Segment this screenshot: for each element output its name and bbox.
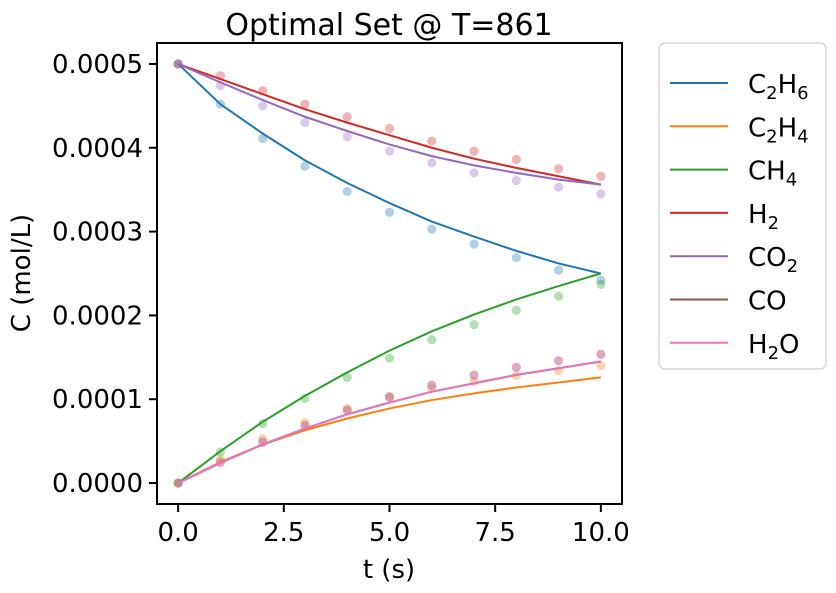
observed-point-ch4: [596, 279, 606, 289]
observed-markers: [173, 59, 606, 488]
observed-point-h2o: [427, 381, 437, 391]
fit-line-co2: [177, 63, 601, 186]
observed-point-c2h6: [427, 224, 437, 234]
legend-label-co2: CO2​: [748, 243, 798, 277]
observed-point-co2: [384, 146, 395, 156]
y-tick-label: 0.0000: [52, 469, 143, 499]
observed-point-c2h6: [342, 186, 352, 196]
fit-line-c2h6: [177, 63, 602, 275]
y-tick-label: 0.0005: [52, 50, 143, 80]
observed-point-h2: [342, 112, 352, 122]
observed-point-h2o: [469, 371, 479, 381]
observed-point-h2: [511, 154, 521, 165]
y-tick-label: 0.0003: [52, 218, 143, 248]
observed-point-c2h4: [342, 403, 352, 414]
observed-point-co2: [300, 118, 310, 128]
observed-point-ch4: [553, 291, 564, 301]
observed-point-c2h6: [469, 239, 479, 249]
observed-point-h2o: [384, 392, 395, 403]
observed-point-c2h6: [596, 275, 606, 285]
observed-point-c2h6: [511, 252, 521, 263]
y-axis-ticks: 0.0000 0.0001 0.0002 0.0003 0.0004 0.0005: [52, 50, 157, 499]
fit-line-h2: [177, 63, 602, 186]
y-tick-label: 0.0001: [52, 385, 143, 415]
legend-label-h2o: H2​O: [748, 330, 799, 364]
observed-point-h2: [469, 146, 479, 156]
fit-line-h2o: [177, 360, 602, 484]
x-tick-label: 2.5: [263, 518, 304, 548]
observed-point-co: [511, 362, 521, 372]
observed-point-ch4: [342, 372, 352, 383]
plot-frame: [156, 42, 623, 505]
fit-line-ch4: [177, 272, 602, 484]
observed-point-h2o: [596, 350, 606, 360]
observed-point-co: [553, 356, 564, 366]
legend-label-h2: H2​: [748, 200, 779, 234]
observed-point-c2h6: [553, 265, 564, 275]
x-tick-label: 10.0: [572, 518, 630, 548]
observed-point-h2: [596, 171, 606, 181]
fit-lines: [177, 63, 602, 484]
observed-point-co2: [342, 132, 352, 142]
plot-area: 0.0000 0.0001 0.0002 0.0003 0.0004 0.0005 0.0…: [52, 42, 630, 548]
observed-point-ch4: [511, 305, 521, 315]
observed-point-co2: [258, 101, 268, 111]
observed-point-co2: [511, 175, 521, 186]
x-axis-ticks: 0.0 2.5 5.0 7.5 10.0: [157, 504, 630, 548]
observed-point-c2h6: [384, 207, 395, 217]
observed-point-c2h6: [258, 133, 268, 144]
observed-point-co: [469, 370, 479, 380]
observed-point-ch4: [384, 353, 395, 363]
legend-label-c2h4: C2​H4​: [748, 113, 809, 147]
legend-label-ch4: CH4​: [748, 157, 797, 191]
observed-point-co: [596, 349, 606, 359]
observed-point-h2: [300, 99, 310, 109]
observed-point-c2h4: [258, 434, 268, 444]
legend-box: [658, 42, 827, 370]
y-axis-label: C (mol/L): [7, 214, 37, 332]
legend-label-co: CO: [748, 287, 787, 317]
observed-point-co: [342, 405, 352, 415]
observed-point-co2: [553, 182, 564, 192]
observed-point-h2o: [553, 356, 564, 366]
observed-point-co2: [469, 168, 479, 178]
observed-point-co: [427, 380, 437, 390]
observed-point-ch4: [300, 393, 310, 403]
observed-point-ch4: [469, 320, 479, 330]
x-tick-label: 5.0: [369, 518, 410, 548]
legend-label-c2h6: C2​H6​: [748, 70, 809, 104]
observed-point-h2: [427, 136, 437, 146]
observed-point-co2: [427, 158, 437, 168]
observed-point-h2o: [511, 362, 521, 372]
x-axis-label: t (s): [363, 555, 415, 585]
observed-point-co: [384, 392, 395, 402]
observed-point-c2h4: [596, 361, 606, 371]
y-tick-label: 0.0002: [52, 301, 143, 331]
fit-line-co: [177, 360, 602, 484]
observed-point-c2h6: [300, 161, 310, 171]
observed-point-co2: [596, 189, 606, 199]
observed-point-ch4: [427, 335, 437, 345]
observed-point-c2h4: [384, 392, 395, 402]
x-tick-label: 0.0: [157, 518, 198, 548]
observed-point-h2: [553, 164, 564, 174]
legend: C2​H6​ C2​H4​ CH4​ H2​ CO2​ CO H2​O: [658, 42, 827, 370]
chart-title: Optimal Set @ T=861: [225, 8, 552, 43]
observed-point-c2h4: [300, 418, 310, 428]
observed-point-h2: [384, 123, 395, 134]
y-tick-label: 0.0004: [52, 134, 143, 164]
x-tick-label: 7.5: [475, 518, 516, 548]
